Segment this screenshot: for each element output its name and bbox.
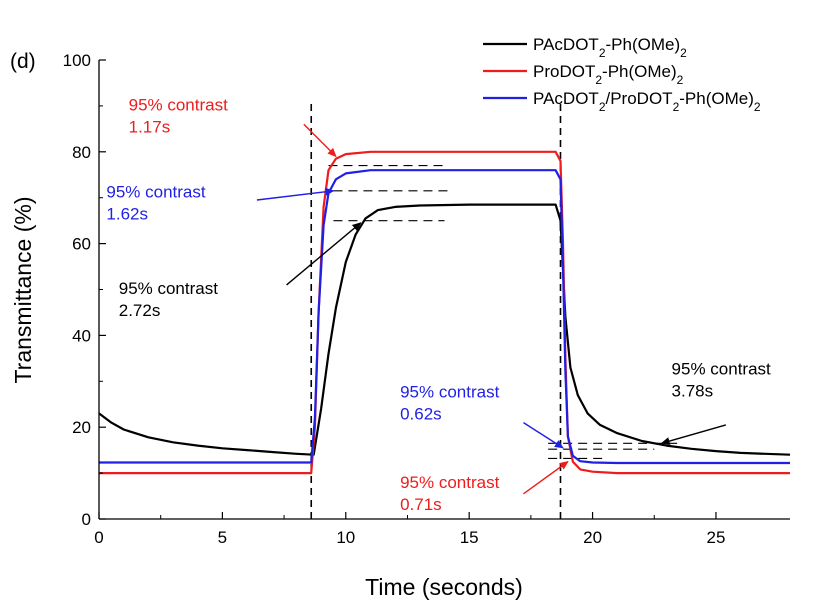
x-tick-label: 5 xyxy=(218,528,227,547)
annotation-label: 95% contrast xyxy=(400,473,499,492)
x-tick-label: 10 xyxy=(336,528,355,547)
x-axis-title: Time (seconds) xyxy=(365,574,523,600)
legend-label-2: PAcDOT2/ProDOT2-Ph(OMe)2 xyxy=(533,89,761,114)
annotation-value: 0.62s xyxy=(400,404,442,423)
annotation-arrow xyxy=(523,422,564,449)
y-ticks: 0 20 40 60 80 100 xyxy=(63,51,106,529)
y-tick-label: 20 xyxy=(72,418,91,437)
annotation-arrow xyxy=(660,424,727,445)
annotation-value: 3.78s xyxy=(672,381,714,400)
annotations-layer: 95% contrast 1.17s 95% contrast 1.62s 95% co… xyxy=(106,95,771,513)
annotation-label: 95% contrast xyxy=(106,183,205,202)
annotation-value: 1.62s xyxy=(106,205,148,224)
legend: PAcDOT2-Ph(OMe)2 ProDOT2-Ph(OMe)2 PAcDOT… xyxy=(483,35,761,114)
series-line-0 xyxy=(98,203,791,456)
x-tick-label: 25 xyxy=(707,528,726,547)
y-axis-title: Transmittance (%) xyxy=(10,196,36,383)
annotation-value: 1.17s xyxy=(129,117,171,136)
y-tick-label: 40 xyxy=(72,326,91,345)
series-layer xyxy=(98,150,791,475)
guides-layer xyxy=(310,101,679,519)
x-tick-label: 20 xyxy=(583,528,602,547)
annotation-label: 95% contrast xyxy=(400,382,499,401)
legend-label-0: PAcDOT2-Ph(OMe)2 xyxy=(533,35,687,60)
annotation-label: 95% contrast xyxy=(672,359,771,378)
series-line-2 xyxy=(99,169,790,465)
y-tick-label: 0 xyxy=(82,510,91,529)
annotation-value: 2.72s xyxy=(119,301,161,320)
annotation-arrow xyxy=(523,461,569,495)
y-tick-label: 100 xyxy=(63,51,91,70)
x-ticks: 0 5 10 15 20 25 xyxy=(94,512,725,547)
x-tick-label: 0 xyxy=(94,528,103,547)
x-tick-label: 15 xyxy=(460,528,479,547)
legend-label-1: ProDOT2-Ph(OMe)2 xyxy=(533,62,684,87)
annotation-arrow xyxy=(303,123,337,158)
panel-label: (d) xyxy=(10,50,36,73)
annotation-label: 95% contrast xyxy=(119,279,218,298)
y-tick-label: 60 xyxy=(72,235,91,254)
annotation-value: 0.71s xyxy=(400,495,442,514)
annotation-label: 95% contrast xyxy=(129,95,228,114)
annotation-arrow xyxy=(256,187,335,201)
annotation-arrow xyxy=(286,222,362,286)
axes: 0 5 10 15 20 25 0 20 40 60 80 100 xyxy=(63,51,790,547)
y-tick-label: 80 xyxy=(72,143,91,162)
